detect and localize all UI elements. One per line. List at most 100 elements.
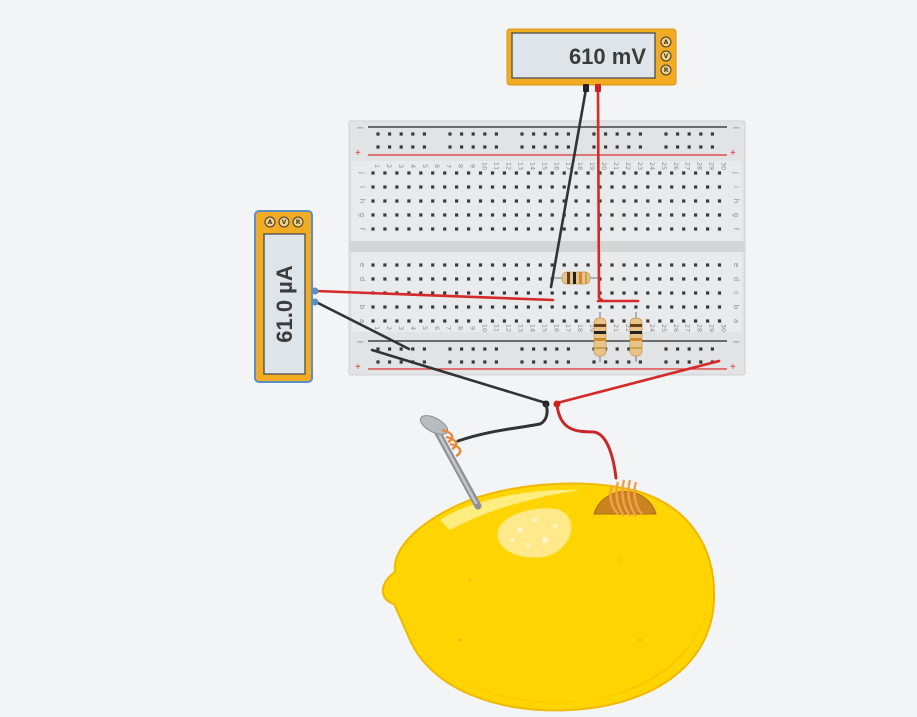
breadboard-hole[interactable] bbox=[443, 263, 447, 267]
breadboard-hole[interactable] bbox=[634, 227, 638, 231]
breadboard-hole[interactable] bbox=[562, 199, 566, 203]
rail-hole[interactable] bbox=[592, 360, 596, 364]
breadboard-hole[interactable] bbox=[658, 199, 662, 203]
rail-hole[interactable] bbox=[566, 360, 570, 364]
breadboard-hole[interactable] bbox=[646, 185, 650, 189]
breadboard-hole[interactable] bbox=[526, 199, 530, 203]
rail-hole[interactable] bbox=[448, 132, 452, 136]
breadboard-hole[interactable] bbox=[502, 277, 506, 281]
rail-hole[interactable] bbox=[483, 132, 487, 136]
rail-hole[interactable] bbox=[448, 347, 452, 351]
breadboard-hole[interactable] bbox=[634, 277, 638, 281]
breadboard-hole[interactable] bbox=[658, 305, 662, 309]
breadboard-hole[interactable] bbox=[419, 171, 423, 175]
breadboard-hole[interactable] bbox=[443, 171, 447, 175]
breadboard-hole[interactable] bbox=[550, 213, 554, 217]
breadboard-hole[interactable] bbox=[562, 171, 566, 175]
resistor-vertical-2[interactable] bbox=[629, 312, 643, 362]
breadboard-hole[interactable] bbox=[395, 263, 399, 267]
rail-hole[interactable] bbox=[376, 360, 380, 364]
breadboard-hole[interactable] bbox=[514, 227, 518, 231]
breadboard-hole[interactable] bbox=[383, 199, 387, 203]
rail-hole[interactable] bbox=[494, 347, 498, 351]
breadboard-hole[interactable] bbox=[431, 185, 435, 189]
breadboard-hole[interactable] bbox=[658, 213, 662, 217]
breadboard-hole[interactable] bbox=[622, 291, 626, 295]
breadboard-hole[interactable] bbox=[538, 319, 542, 323]
breadboard-hole[interactable] bbox=[706, 277, 710, 281]
breadboard-hole[interactable] bbox=[670, 277, 674, 281]
breadboard-hole[interactable] bbox=[562, 185, 566, 189]
rail-hole[interactable] bbox=[555, 360, 559, 364]
breadboard-hole[interactable] bbox=[586, 263, 590, 267]
lemon-icon[interactable] bbox=[381, 482, 716, 712]
rail-hole[interactable] bbox=[710, 132, 714, 136]
breadboard-hole[interactable] bbox=[419, 199, 423, 203]
breadboard-hole[interactable] bbox=[574, 291, 578, 295]
breadboard-hole[interactable] bbox=[694, 319, 698, 323]
breadboard-hole[interactable] bbox=[478, 263, 483, 267]
breadboard-hole[interactable] bbox=[443, 291, 447, 295]
breadboard-hole[interactable] bbox=[502, 199, 506, 203]
breadboard-hole[interactable] bbox=[550, 291, 554, 295]
breadboard-hole[interactable] bbox=[443, 199, 447, 203]
breadboard-hole[interactable] bbox=[586, 291, 590, 295]
rail-hole[interactable] bbox=[388, 145, 392, 149]
breadboard-hole[interactable] bbox=[550, 171, 554, 175]
breadboard-hole[interactable] bbox=[562, 305, 566, 309]
breadboard-hole[interactable] bbox=[478, 185, 483, 189]
breadboard-hole[interactable] bbox=[431, 227, 435, 231]
breadboard-hole[interactable] bbox=[622, 199, 626, 203]
rail-hole[interactable] bbox=[604, 360, 608, 364]
rail-hole[interactable] bbox=[699, 145, 703, 149]
ammeter-mode-a-button[interactable]: A bbox=[264, 216, 276, 228]
rail-hole[interactable] bbox=[566, 145, 570, 149]
breadboard-hole[interactable] bbox=[538, 213, 542, 217]
breadboard-hole[interactable] bbox=[670, 319, 674, 323]
rail-hole[interactable] bbox=[687, 347, 691, 351]
breadboard-hole[interactable] bbox=[634, 291, 638, 295]
breadboard-hole[interactable] bbox=[502, 213, 506, 217]
ammeter[interactable]: 61.0 µA A V R bbox=[254, 210, 319, 383]
breadboard-hole[interactable] bbox=[706, 227, 710, 231]
breadboard-hole[interactable] bbox=[395, 227, 399, 231]
breadboard-hole[interactable] bbox=[658, 227, 662, 231]
breadboard-hole[interactable] bbox=[371, 199, 375, 203]
breadboard-hole[interactable] bbox=[634, 305, 638, 309]
breadboard-hole[interactable] bbox=[717, 305, 722, 309]
rail-hole[interactable] bbox=[483, 347, 487, 351]
rail-hole[interactable] bbox=[555, 347, 559, 351]
breadboard-hole[interactable] bbox=[550, 305, 554, 309]
rail-hole[interactable] bbox=[422, 360, 426, 364]
rail-hole[interactable] bbox=[520, 145, 524, 149]
breadboard-hole[interactable] bbox=[478, 305, 483, 309]
breadboard-hole[interactable] bbox=[598, 171, 602, 175]
breadboard-hole[interactable] bbox=[383, 263, 387, 267]
breadboard-hole[interactable] bbox=[467, 199, 471, 203]
breadboard-hole[interactable] bbox=[419, 291, 423, 295]
breadboard-hole[interactable] bbox=[419, 185, 423, 189]
breadboard-hole[interactable] bbox=[538, 291, 542, 295]
breadboard-hole[interactable] bbox=[514, 171, 518, 175]
breadboard-hole[interactable] bbox=[478, 319, 483, 323]
breadboard-hole[interactable] bbox=[538, 171, 542, 175]
voltmeter-mode-v-button[interactable]: V bbox=[660, 50, 672, 62]
rail-hole[interactable] bbox=[676, 347, 680, 351]
rail-hole[interactable] bbox=[411, 145, 415, 149]
rail-hole[interactable] bbox=[494, 145, 498, 149]
breadboard-hole[interactable] bbox=[419, 305, 423, 309]
breadboard-hole[interactable] bbox=[455, 291, 459, 295]
breadboard-hole[interactable] bbox=[646, 263, 650, 267]
rail-hole[interactable] bbox=[460, 145, 464, 149]
breadboard-hole[interactable] bbox=[490, 291, 495, 295]
breadboard-hole[interactable] bbox=[538, 185, 542, 189]
breadboard-hole[interactable] bbox=[562, 263, 566, 267]
breadboard-hole[interactable] bbox=[717, 277, 722, 281]
breadboard-hole[interactable] bbox=[407, 171, 411, 175]
rail-hole[interactable] bbox=[710, 145, 714, 149]
breadboard-hole[interactable] bbox=[717, 227, 722, 231]
rail-hole[interactable] bbox=[388, 347, 392, 351]
breadboard-hole[interactable] bbox=[634, 213, 638, 217]
rail-hole[interactable] bbox=[388, 132, 392, 136]
rail-hole[interactable] bbox=[532, 132, 536, 136]
